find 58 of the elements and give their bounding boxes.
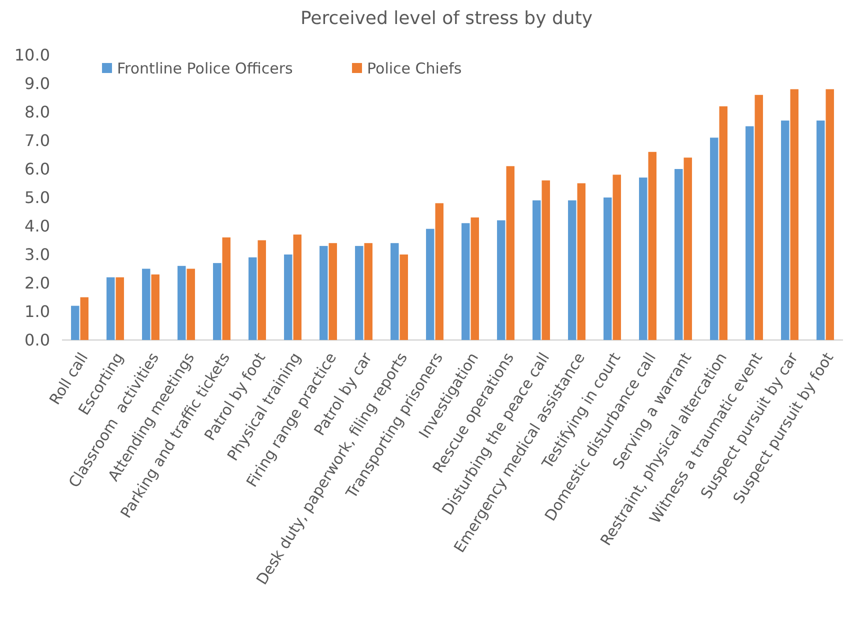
bar [674,169,683,340]
bar [532,200,541,340]
bar [710,138,718,340]
bar [781,120,790,340]
bar [648,152,656,340]
y-tick-label: 7.0 [24,131,50,150]
bar [258,240,266,340]
bar [790,89,798,340]
y-tick-label: 2.0 [24,274,50,293]
bar [577,183,586,340]
y-tick-label: 1.0 [24,302,50,322]
bar [754,94,763,340]
bar [293,234,302,340]
bar [542,180,550,340]
bar [826,89,834,340]
bar [248,257,257,340]
bar [604,198,612,340]
bar [355,246,364,340]
y-tick-label: 4.0 [24,216,50,236]
bar [178,266,186,340]
y-tick-label: 3.0 [24,245,50,264]
bar [568,200,576,340]
bar [612,174,621,340]
bar [719,106,728,340]
bar [186,268,195,340]
y-tick-label: 0.0 [24,330,50,350]
bar [364,243,372,340]
bar [284,254,292,340]
bar [213,263,222,340]
bar [116,277,124,340]
y-tick-label: 10.0 [14,46,50,65]
bar [400,254,408,340]
bar [426,228,434,340]
bar [684,158,692,340]
chart-title: Perceived level of stress by duty [300,8,593,29]
bar [746,126,754,340]
bar [497,220,506,340]
bar [106,277,115,340]
bar [222,237,230,340]
y-tick-label: 9.0 [24,74,50,94]
bar [151,274,160,340]
bar [462,223,470,340]
y-tick-label: 5.0 [24,188,50,208]
bar [506,166,514,340]
bar [816,120,825,340]
bar [328,243,337,340]
y-tick-label: 6.0 [24,160,50,179]
bar [142,268,150,340]
legend-label: Police Chiefs [367,59,462,78]
bar [80,297,88,340]
bar [470,217,479,340]
bar [71,306,80,340]
bar [320,246,328,340]
bar [435,203,444,340]
y-tick-label: 8.0 [24,102,50,122]
bar [390,243,399,340]
legend-label: Frontline Police Officers [117,59,293,78]
bar [639,178,648,340]
